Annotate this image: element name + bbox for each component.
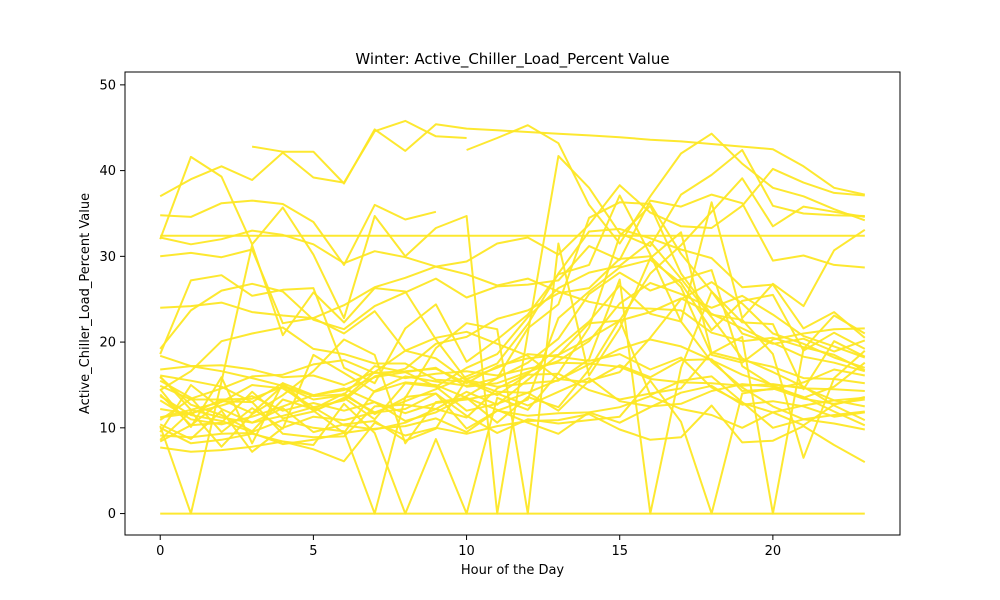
series-line-28 xyxy=(160,281,866,404)
series-line-20 xyxy=(159,284,865,439)
series-line-10 xyxy=(159,194,866,385)
y-axis-label: Active_Chiller_Load_Percent Value xyxy=(78,193,93,414)
x-tick-label: 15 xyxy=(611,544,628,559)
y-tick-label: 40 xyxy=(99,164,116,179)
axes-frame xyxy=(124,71,901,536)
y-tick-label: 10 xyxy=(99,421,116,436)
series-line-6 xyxy=(466,124,866,245)
series-line-26 xyxy=(159,177,865,421)
y-tick-label: 30 xyxy=(99,250,116,265)
series-lines xyxy=(159,119,866,515)
chart-title: Winter: Active_Chiller_Load_Percent Valu… xyxy=(355,50,669,69)
series-line-15 xyxy=(160,227,866,416)
series-line-23 xyxy=(159,297,866,431)
series-line-36 xyxy=(160,269,866,422)
series-line-8 xyxy=(160,167,865,325)
series-line-5 xyxy=(160,199,437,266)
x-tick-label: 10 xyxy=(458,544,475,559)
series-line-32 xyxy=(159,244,866,515)
series-line-34 xyxy=(159,204,866,515)
series-line-16 xyxy=(159,201,866,434)
x-axis-ticks: 0 5 10 15 20 xyxy=(156,535,781,559)
y-tick-label: 50 xyxy=(99,78,116,93)
x-tick-label: 0 xyxy=(156,544,164,559)
y-tick-label: 0 xyxy=(108,507,116,522)
series-line-35 xyxy=(159,231,866,515)
y-axis-ticks: 0 10 20 30 40 50 xyxy=(99,78,125,522)
series-line-22 xyxy=(159,338,865,443)
x-axis-label: Hour of the Day xyxy=(461,563,565,578)
x-tick-label: 5 xyxy=(309,544,317,559)
y-tick-label: 20 xyxy=(99,336,116,351)
series-line-31 xyxy=(159,229,866,372)
series-line-25 xyxy=(159,318,865,448)
x-tick-label: 20 xyxy=(765,544,782,559)
